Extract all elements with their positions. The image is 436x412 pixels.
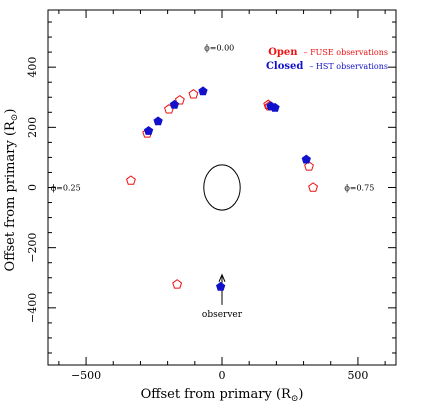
phase-label: ϕ=0.00 <box>204 44 234 53</box>
x-tick-label: 0 <box>219 369 226 382</box>
fuse-point <box>308 182 319 192</box>
y-axis-label: Offset from primary (R⊙) <box>3 109 20 272</box>
legend-closed-label: Closed <box>266 61 303 72</box>
y-tick-label: −200 <box>26 233 39 263</box>
data-points <box>125 86 319 291</box>
y-tick-label: 200 <box>26 117 39 138</box>
hst-point <box>301 154 311 164</box>
x-tick-label: −500 <box>71 369 101 382</box>
legend-entry-hst: Closed – HST observations <box>266 61 388 72</box>
hst-point <box>215 281 226 291</box>
hst-point <box>143 126 154 135</box>
axis-ticks <box>48 10 396 365</box>
primary-star <box>203 164 241 211</box>
fuse-point <box>304 161 314 171</box>
legend-open-label: Open <box>268 47 298 58</box>
hst-point <box>153 116 163 126</box>
observer-label: observer <box>202 310 243 320</box>
fuse-point <box>125 175 136 185</box>
primary-star-outline <box>203 164 241 211</box>
legend-hst-label: – HST observations <box>309 62 388 71</box>
observer-arrowhead <box>218 273 226 282</box>
legend-fuse-label: – FUSE observations <box>304 48 388 57</box>
hst-point <box>270 102 280 112</box>
x-tick-label: 500 <box>347 369 368 382</box>
legend-entry-fuse: Open – FUSE observations <box>268 47 388 58</box>
fuse-point <box>174 95 185 105</box>
phase-label: ϕ=0.25 <box>51 184 81 193</box>
hst-point <box>198 86 208 96</box>
hst-point <box>169 99 180 109</box>
y-tick-label: 400 <box>26 57 39 78</box>
legend: Open – FUSE observations Closed – HST obse… <box>266 47 388 72</box>
y-tick-label: 0 <box>26 184 39 191</box>
observer-marker: observer <box>202 273 243 320</box>
phase-label: ϕ=0.75 <box>344 184 374 193</box>
axis-tick-labels: −500 0 500 −400 −200 0 200 400 <box>26 57 368 382</box>
x-axis-label: Offset from primary (R⊙) <box>141 387 304 404</box>
phase-labels: ϕ=0.00 ϕ=0.25 ϕ=0.75 <box>51 44 375 193</box>
fuse-point <box>172 279 183 289</box>
fuse-point <box>188 89 199 99</box>
y-tick-label: −400 <box>26 293 39 323</box>
